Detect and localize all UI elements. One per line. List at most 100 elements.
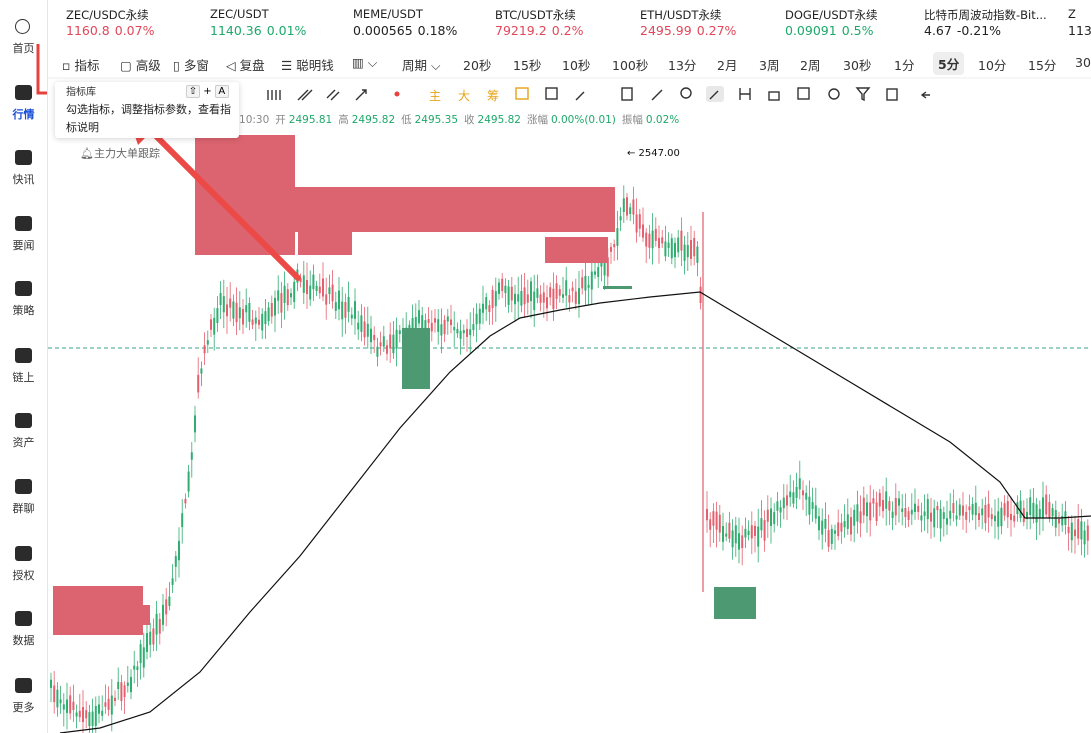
interval-option[interactable]: 30秒 (843, 58, 872, 73)
candle-body (1026, 511, 1028, 520)
candle-body (184, 498, 187, 504)
interval-option[interactable]: 15秒 (513, 58, 542, 73)
nav-item[interactable]: 群聊 (12, 502, 35, 515)
candle-body (654, 228, 657, 241)
nav-item[interactable]: 行情 (12, 108, 35, 121)
interval-option[interactable]: 20秒 (463, 58, 492, 73)
candle-body (91, 711, 94, 726)
candle-body (270, 303, 273, 317)
candle-body (430, 322, 433, 332)
candle-body (594, 271, 596, 275)
drawing-tool[interactable]: 主 (429, 89, 442, 103)
candle-body (581, 277, 584, 289)
tool-icon (297, 89, 313, 101)
nav-item[interactable]: 资产 (12, 436, 35, 449)
candle-body (69, 695, 72, 714)
label: 高级 (135, 58, 161, 73)
ticker-symbol[interactable]: ZEC/USDC永续 (66, 8, 149, 22)
chart-type-button[interactable]: ▥ ⌵ (352, 55, 378, 70)
candle-body (443, 319, 446, 335)
interval-option[interactable]: 10秒 (562, 58, 591, 73)
drawing-tool[interactable]: 筹 (487, 89, 500, 103)
nav-item[interactable]: 策略 (12, 304, 35, 317)
candle-body (1070, 522, 1073, 541)
nav-item[interactable]: 快讯 (12, 173, 35, 186)
candle-body (885, 491, 888, 509)
interval-option[interactable]: 10分 (978, 58, 1007, 73)
candle-body (904, 507, 907, 518)
candle-body (293, 281, 296, 303)
replay-button[interactable]: ◁ 复盘 (226, 58, 265, 73)
ohlc-close-label: 收 (464, 114, 475, 126)
candle-body (213, 317, 216, 335)
nav-item[interactable]: 要闻 (12, 239, 35, 252)
tool-icon (326, 89, 340, 101)
candle-body (322, 278, 324, 297)
ticker-symbol[interactable]: MEME/USDT (353, 7, 423, 21)
ticker-symbol[interactable]: DOGE/USDT永续 (785, 8, 878, 22)
drawing-tool[interactable]: 大 (458, 89, 471, 103)
interval-option[interactable]: 2周 (800, 58, 821, 73)
period-button[interactable]: 周期 ⌵ (402, 58, 441, 73)
nav-item[interactable]: 更多 (12, 701, 35, 714)
candle-body (818, 516, 820, 531)
candle-body (728, 522, 731, 539)
ticker-change: 0.5% (841, 23, 874, 38)
candle-body (997, 511, 1000, 527)
interval-option[interactable]: 3周 (759, 58, 780, 73)
interval-option[interactable]: 5分 (933, 52, 965, 75)
interval-option[interactable]: 30 (1075, 55, 1091, 70)
smart-money-button[interactable]: ☰ 聪明钱 (281, 58, 334, 73)
nav-icon (15, 19, 30, 34)
multi-window-button[interactable]: ▯ 多窗 (173, 58, 209, 73)
indicator-button[interactable]: ▫ 指标 (62, 58, 100, 73)
candle-body (1016, 502, 1019, 515)
ohlc-time: 3 10:30 (229, 114, 270, 126)
interval-option[interactable]: 100秒 (612, 58, 649, 73)
interval-option[interactable]: 1分 (894, 58, 915, 73)
candle-body (600, 261, 603, 267)
candle-body (661, 237, 664, 244)
ticker-change: -0.21% (956, 23, 1002, 38)
candle-body (350, 314, 353, 319)
candle-body (917, 505, 920, 512)
interval-option[interactable]: 15分 (1028, 58, 1057, 73)
ticker-price-row: 1140.36 0.01% (210, 23, 306, 38)
interval-option[interactable]: 2月 (717, 58, 738, 73)
candle-body (440, 324, 443, 336)
candle-body (590, 271, 593, 290)
candle-body (315, 285, 318, 291)
candle-body (981, 508, 984, 516)
candle-body (146, 633, 148, 652)
candle-body (709, 519, 712, 530)
interval-option[interactable]: 13分 (668, 58, 697, 73)
candle-body (990, 514, 993, 520)
ohlc-open: 2495.81 (288, 114, 333, 126)
ticker-symbol[interactable]: BTC/USDT永续 (495, 8, 576, 22)
ticker-symbol[interactable]: Z (1068, 7, 1076, 21)
nav-item[interactable]: 数据 (12, 634, 35, 647)
candle-body (584, 275, 587, 291)
candle-body (546, 297, 548, 309)
nav-item[interactable]: 首页 (12, 42, 35, 55)
candle-body (312, 274, 315, 290)
nav-item[interactable]: 链上 (12, 371, 35, 384)
candle-body (821, 520, 824, 535)
candle-body (98, 704, 100, 714)
candle-body (50, 679, 52, 688)
candle-body (94, 706, 97, 726)
ticker-symbol[interactable]: ETH/USDT永续 (640, 8, 722, 22)
candle-body (245, 305, 248, 313)
nav-item[interactable]: 授权 (12, 569, 35, 582)
advanced-button[interactable]: ▢ 高级 (120, 58, 161, 73)
label: 指标 (74, 58, 100, 73)
ticker-symbol[interactable]: 比特币周波动指数-Bit... (924, 8, 1047, 22)
candle-body (933, 508, 936, 528)
tracker[interactable]: 🔔︎主力大单跟踪 (80, 147, 160, 160)
candle-body (82, 707, 84, 722)
order-block (53, 586, 143, 635)
candle-body (210, 319, 212, 330)
ticker-symbol[interactable]: ZEC/USDT (210, 7, 269, 21)
candle-body (674, 242, 676, 258)
candle-body (949, 510, 952, 519)
